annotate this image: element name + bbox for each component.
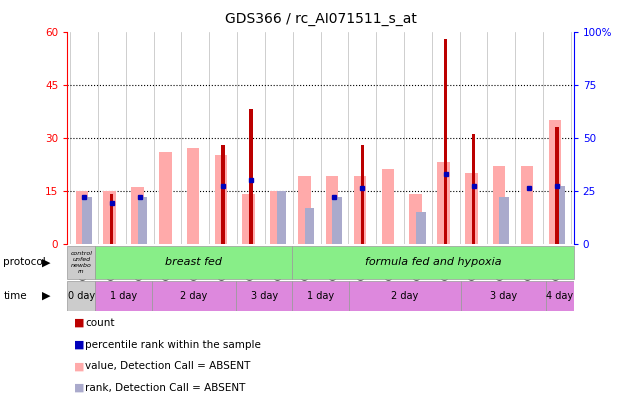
Bar — [159, 152, 172, 244]
Bar — [215, 155, 227, 244]
Bar — [67, 281, 96, 311]
Bar — [298, 177, 311, 244]
Bar — [236, 281, 292, 311]
Bar — [96, 281, 152, 311]
Bar — [76, 190, 88, 244]
Text: control
unfed
newbo
rn: control unfed newbo rn — [71, 251, 92, 274]
Bar — [461, 281, 545, 311]
Bar — [292, 246, 574, 279]
Bar — [292, 281, 349, 311]
Text: 0 day: 0 day — [68, 291, 95, 301]
Text: GDS366 / rc_AI071511_s_at: GDS366 / rc_AI071511_s_at — [224, 12, 417, 26]
Bar — [545, 281, 574, 311]
Text: 1 day: 1 day — [307, 291, 334, 301]
Bar — [555, 127, 559, 244]
Bar — [555, 187, 565, 244]
Text: 1 day: 1 day — [110, 291, 137, 301]
Bar — [277, 190, 287, 244]
Bar — [103, 190, 116, 244]
Text: ▶: ▶ — [42, 291, 50, 301]
Text: 3 day: 3 day — [251, 291, 278, 301]
Text: 4 day: 4 day — [546, 291, 573, 301]
Bar — [187, 148, 199, 244]
Text: breast fed: breast fed — [165, 257, 222, 267]
Text: rank, Detection Call = ABSENT: rank, Detection Call = ABSENT — [85, 383, 246, 393]
Bar — [381, 169, 394, 244]
Bar — [110, 194, 113, 244]
Bar — [410, 194, 422, 244]
Bar — [221, 145, 225, 244]
Bar — [499, 197, 509, 244]
Bar — [465, 173, 478, 244]
Bar — [354, 177, 366, 244]
Bar — [549, 120, 561, 244]
Bar — [437, 162, 450, 244]
Bar — [332, 197, 342, 244]
Bar — [361, 145, 364, 244]
Bar — [444, 39, 447, 244]
Text: ■: ■ — [74, 383, 84, 393]
Bar — [326, 177, 338, 244]
Text: 3 day: 3 day — [490, 291, 517, 301]
Bar — [472, 134, 475, 244]
Bar — [96, 246, 292, 279]
Text: formula fed and hypoxia: formula fed and hypoxia — [365, 257, 501, 267]
Bar — [493, 166, 505, 244]
Text: 2 day: 2 day — [180, 291, 208, 301]
Bar — [138, 197, 147, 244]
Bar — [304, 208, 314, 244]
Bar — [82, 197, 92, 244]
Bar — [520, 166, 533, 244]
Text: ▶: ▶ — [42, 257, 50, 267]
Text: protocol: protocol — [3, 257, 46, 267]
Bar — [271, 190, 283, 244]
Text: ■: ■ — [74, 318, 84, 328]
Text: count: count — [85, 318, 115, 328]
Text: value, Detection Call = ABSENT: value, Detection Call = ABSENT — [85, 361, 251, 371]
Bar — [131, 187, 144, 244]
Text: percentile rank within the sample: percentile rank within the sample — [85, 339, 261, 350]
Text: time: time — [3, 291, 27, 301]
Text: ■: ■ — [74, 361, 84, 371]
Text: ■: ■ — [74, 339, 84, 350]
Bar — [249, 109, 253, 244]
Bar — [416, 212, 426, 244]
Bar — [242, 194, 255, 244]
Bar — [349, 281, 461, 311]
Bar — [152, 281, 236, 311]
Bar — [67, 246, 96, 279]
Text: 2 day: 2 day — [391, 291, 419, 301]
